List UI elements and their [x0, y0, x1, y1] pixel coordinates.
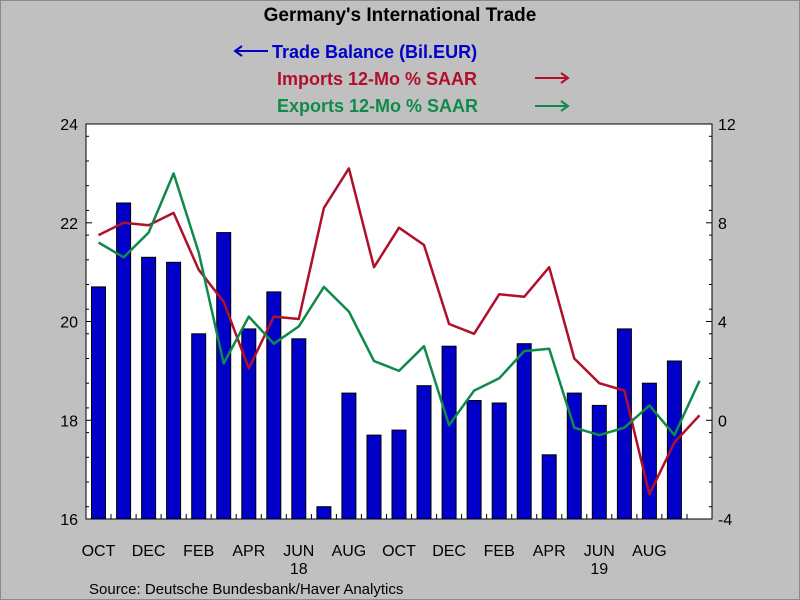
year-label: 18	[290, 561, 308, 578]
x-tick-label: APR	[232, 543, 265, 560]
left-y-tick-label: 20	[60, 315, 78, 332]
left-y-tick-label: 18	[60, 413, 78, 430]
x-tick-label: JUN	[584, 543, 615, 560]
right-y-tick-label: 12	[718, 117, 736, 134]
bar-trade-balance	[516, 343, 532, 520]
right-y-tick-label: 8	[718, 216, 727, 233]
bar-trade-balance	[166, 261, 182, 520]
left-y-tick-label: 16	[60, 512, 78, 529]
axis-labels: 16 18 20 22 24 -4 0 4 8 12 OCT DEC FEB APR JUN AUG OCT DE…	[60, 117, 736, 578]
x-tick-label: APR	[533, 543, 566, 560]
legend-imports: Imports 12-Mo % SAAR	[277, 69, 477, 89]
legend-exports: Exports 12-Mo % SAAR	[277, 96, 478, 116]
source-note: Source: Deutsche Bundesbank/Haver Analyt…	[89, 581, 403, 598]
x-tick-label: FEB	[484, 543, 515, 560]
x-tick-label: OCT	[82, 543, 116, 560]
axis-ticks	[85, 123, 713, 520]
bar-trade-balance	[316, 506, 332, 520]
x-tick-label: AUG	[332, 543, 367, 560]
bar-trade-balance	[666, 360, 682, 520]
left-y-tick-label: 22	[60, 216, 78, 233]
bar-trade-balance	[291, 338, 307, 520]
bar-trade-balance	[141, 256, 157, 520]
bar-trade-balance	[641, 382, 657, 520]
bar-trade-balance	[466, 400, 482, 520]
bar-trade-balance	[341, 392, 357, 520]
x-tick-label: DEC	[132, 543, 166, 560]
chart-title: Germany's International Trade	[264, 5, 537, 26]
year-label: 19	[590, 561, 608, 578]
right-y-tick-label: 4	[718, 315, 727, 332]
bar-trade-balance	[441, 345, 457, 520]
bar-trade-balance	[491, 402, 507, 520]
legend-trade-balance: Trade Balance (Bil.EUR)	[272, 42, 477, 62]
legend-arrow-imports	[535, 72, 570, 84]
x-tick-label: JUN	[283, 543, 314, 560]
bar-trade-balance	[91, 286, 106, 520]
line-imports	[97, 167, 701, 496]
x-tick-label: OCT	[382, 543, 416, 560]
x-tick-label: FEB	[183, 543, 214, 560]
right-y-tick-label: -4	[718, 512, 732, 529]
bar-trade-balance	[416, 385, 432, 520]
bar-trade-balance	[366, 434, 382, 520]
legend-arrow-trade-balance	[233, 45, 268, 57]
bar-trade-balance	[116, 202, 132, 520]
x-tick-label: AUG	[632, 543, 667, 560]
bar-trade-balance	[591, 404, 607, 520]
series-lines	[97, 167, 701, 496]
bar-trade-balance	[391, 429, 407, 520]
bar-trade-balance	[541, 454, 557, 520]
left-y-tick-label: 24	[60, 117, 78, 134]
x-tick-label: DEC	[432, 543, 466, 560]
bar-trade-balance	[191, 333, 207, 520]
line-exports	[97, 172, 701, 437]
legend-arrow-exports	[535, 100, 570, 112]
right-y-tick-label: 0	[718, 413, 727, 430]
bar-trade-balance	[216, 232, 232, 520]
legend: Trade Balance (Bil.EUR) Imports 12-Mo % …	[233, 42, 570, 116]
